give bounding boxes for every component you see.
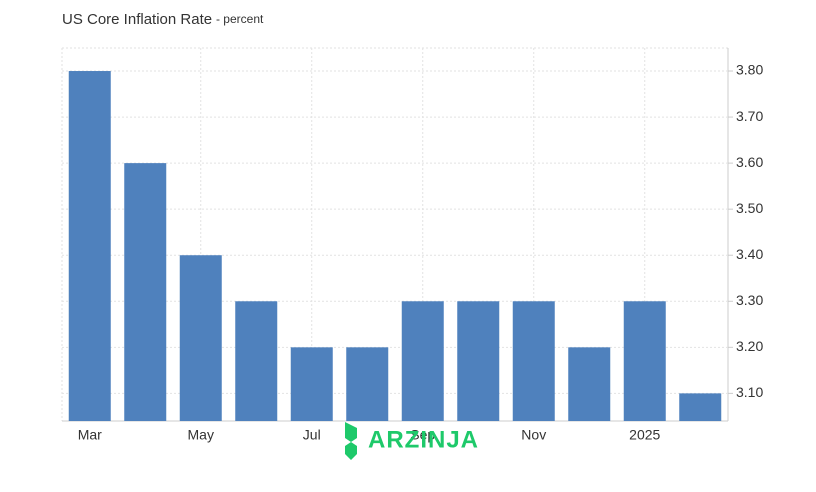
bar: [623, 301, 666, 421]
watermark-logo: [345, 422, 357, 460]
x-tick-label: Mar: [78, 427, 102, 443]
subtitle: - percent: [216, 12, 264, 26]
y-tick-label: 3.40: [736, 246, 763, 262]
y-tick-label: 3.10: [736, 384, 763, 400]
y-tick-label: 3.70: [736, 108, 763, 124]
bar: [235, 301, 278, 421]
bar: [401, 301, 444, 421]
y-tick-label: 3.20: [736, 338, 763, 354]
bar: [124, 163, 167, 421]
logo-icon: [345, 422, 357, 460]
x-tick-label: 2025: [629, 427, 660, 443]
y-tick-label: 3.50: [736, 200, 763, 216]
bar: [346, 347, 389, 421]
y-tick-label: 3.30: [736, 292, 763, 308]
watermark: ARZINJA: [368, 426, 479, 453]
bar: [68, 71, 111, 421]
bars: [68, 71, 722, 421]
bar: [568, 347, 611, 421]
grid: [61, 47, 733, 422]
bar: [679, 393, 722, 421]
bar: [179, 255, 222, 421]
chart-title: US Core Inflation Rate - percent: [62, 11, 264, 28]
labels: 3.10 3.20 3.30 3.40 3.50 3.60 3.70 3.80 Mar May Ju…: [78, 62, 764, 443]
x-tick-label: May: [188, 427, 214, 443]
x-tick-label: Jul: [303, 427, 321, 443]
y-tick-label: 3.80: [736, 62, 763, 78]
x-tick-label: Sep: [410, 427, 435, 443]
y-tick-label: 3.60: [736, 154, 763, 170]
bar: [512, 301, 555, 421]
x-tick-label: Nov: [521, 427, 546, 443]
bar: [290, 347, 333, 421]
title: US Core Inflation Rate: [62, 11, 212, 28]
bar: [457, 301, 500, 421]
